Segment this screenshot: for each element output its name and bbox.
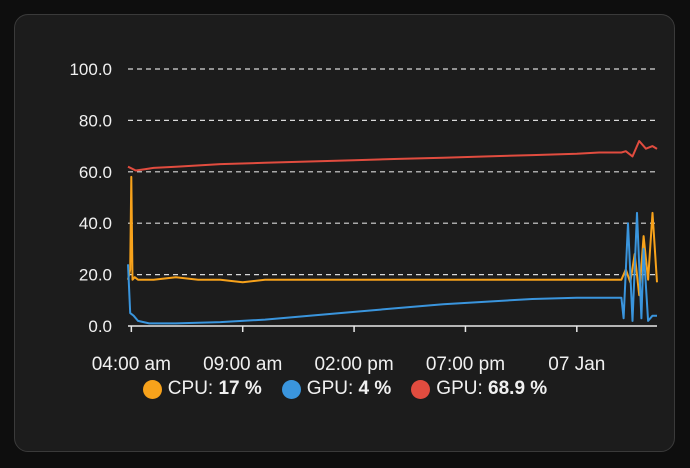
cpu-color-swatch	[142, 379, 162, 399]
legend-label: CPU: 17 %	[167, 378, 262, 399]
legend-value: 4 %	[358, 378, 392, 399]
y-tick-label: 80.0	[79, 111, 112, 130]
legend-label: GPU: 4 %	[306, 378, 392, 399]
legend-item-gpu-temp[interactable]: GPU: 68.9 %	[411, 378, 547, 400]
y-tick-label: 40.0	[79, 214, 112, 233]
x-tick-label: 07:00 pm	[426, 354, 505, 375]
y-tick-label: 20.0	[79, 266, 112, 285]
y-tick-label: 0.0	[88, 317, 112, 336]
grid-layer	[128, 68, 657, 276]
x-tick-label: 09:00 am	[203, 354, 282, 375]
legend-value: 68.9 %	[488, 378, 548, 399]
x-tick-label: 04:00 am	[92, 354, 171, 375]
y-tick-label: 60.0	[79, 163, 112, 182]
x-axis: 04:00 am 09:00 am 02:00 pm 07:00 pm 07 Jan	[92, 325, 657, 375]
history-graph-card	[14, 14, 675, 452]
y-tick-label: 100.0	[69, 60, 112, 79]
series-layer	[127, 140, 658, 325]
cpu-series-line[interactable]	[127, 175, 658, 297]
x-tick-label: 02:00 pm	[314, 354, 393, 375]
legend-value: 17 %	[218, 378, 262, 399]
legend-item-gpu-usage[interactable]: GPU: 4 %	[281, 378, 392, 400]
legend: CPU: 17 % GPU: 4 % GPU: 68.9 %	[0, 378, 690, 400]
legend-item-cpu[interactable]: CPU: 17 %	[142, 378, 262, 400]
gpu-usage-series-line[interactable]	[127, 211, 657, 325]
y-axis: 0.0 20.0 40.0 60.0 80.0 100.0	[69, 60, 112, 336]
gpu-usage-color-swatch	[281, 379, 301, 399]
legend-label: GPU: 68.9 %	[436, 378, 548, 399]
x-tick-label: 07 Jan	[548, 354, 605, 375]
gpu-temp-series-line[interactable]	[127, 140, 658, 172]
gpu-temp-color-swatch	[411, 379, 431, 399]
